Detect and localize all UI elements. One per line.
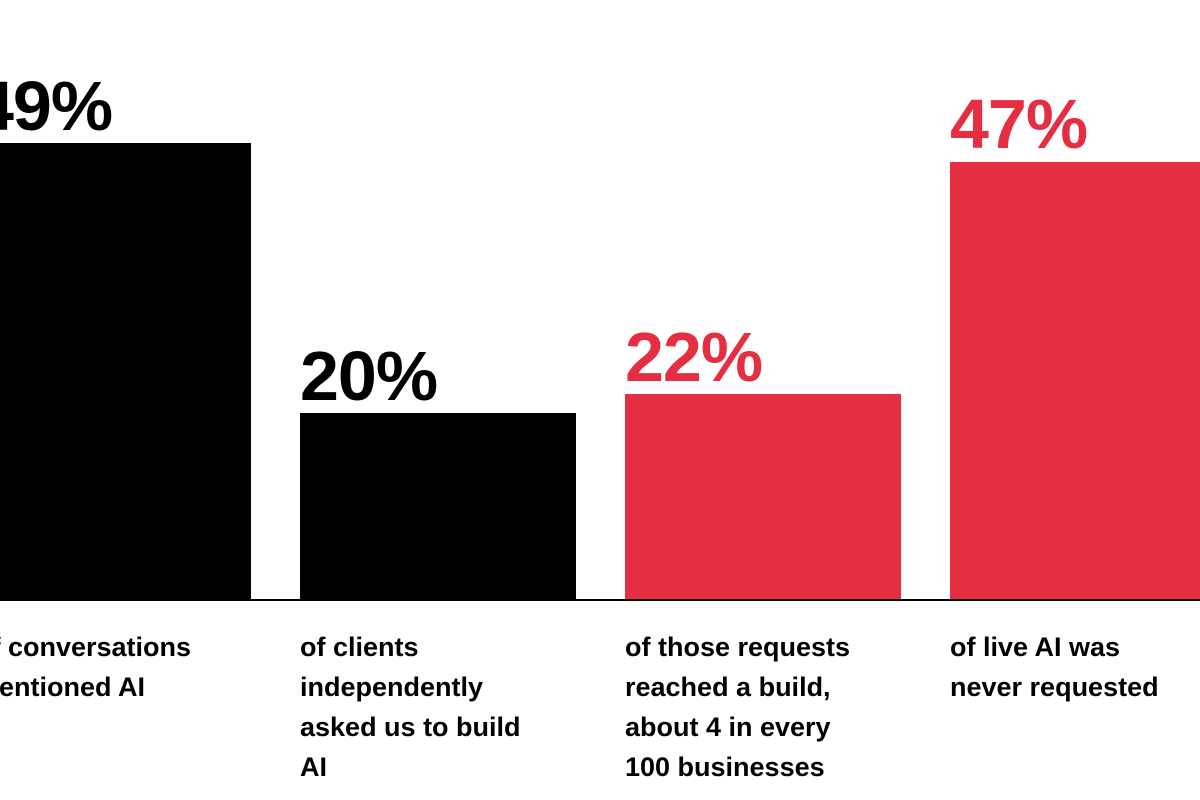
category-label-line: of conversations <box>0 632 192 662</box>
bar-4 <box>950 161 1200 599</box>
category-label-2: of clients independently asked us to build… <box>300 627 596 787</box>
x-axis-baseline <box>0 599 1200 601</box>
bar-3 <box>625 394 901 599</box>
category-label-line: 100 businesses <box>625 752 825 782</box>
value-label-2: 20% <box>300 336 438 415</box>
category-label-3: of those requests reached a build, about 4… <box>625 627 921 787</box>
value-label-1: 49% <box>0 66 113 145</box>
category-label-4: of live AI was never requested <box>950 627 1200 707</box>
category-label-line: reached a build, <box>625 672 831 702</box>
category-label-line: about 4 in every <box>625 712 831 742</box>
value-label-3: 22% <box>625 318 763 397</box>
category-label-1: of conversations mentioned AI <box>0 627 271 707</box>
bar-2 <box>300 412 576 599</box>
category-label-line: of those requests <box>625 632 851 662</box>
category-label-line: AI <box>300 752 327 782</box>
category-label-line: of live AI was <box>950 632 1121 662</box>
value-label-4: 47% <box>950 85 1088 164</box>
category-label-line: never requested <box>950 672 1159 702</box>
category-label-line: asked us to build <box>300 712 521 742</box>
category-label-line: independently <box>300 672 484 702</box>
bar-1 <box>0 143 251 599</box>
category-label-line: of clients <box>300 632 419 662</box>
category-label-line: mentioned AI <box>0 672 146 702</box>
